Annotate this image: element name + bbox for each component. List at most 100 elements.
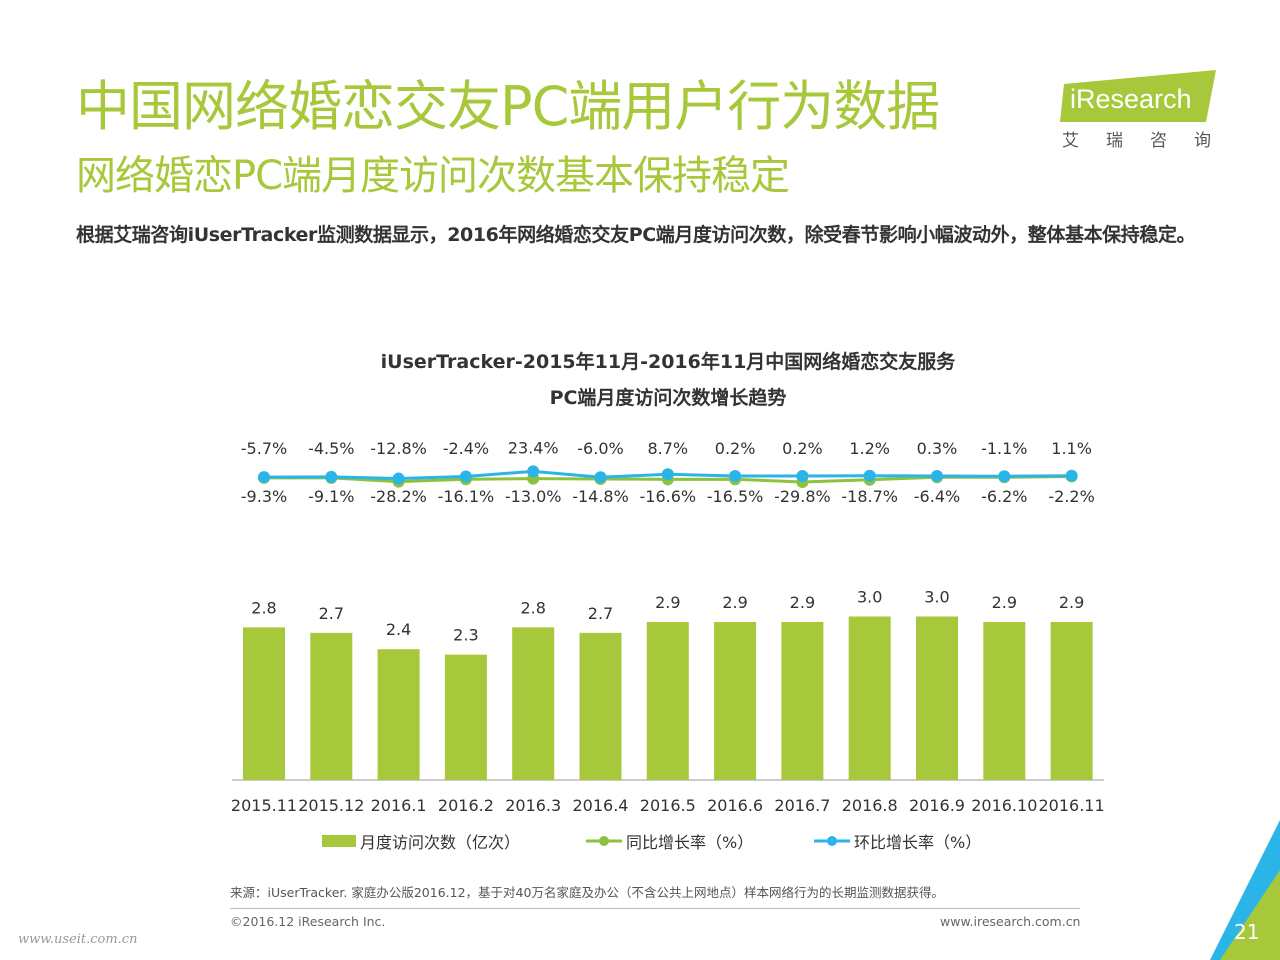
corner-decoration [1210, 820, 1280, 960]
bar-label-2016.11: 2.9 [1059, 593, 1084, 612]
bar-2016.1 [377, 649, 420, 780]
mom-point-2016.3 [527, 465, 540, 478]
yoy-label-2016.9: -6.4% [914, 487, 960, 506]
bar-2015.11 [243, 627, 285, 780]
yoy-label-2015.12: -9.1% [308, 487, 354, 506]
mom-label-2015.11: -5.7% [241, 439, 287, 458]
yoy-label-2016.11: -2.2% [1048, 487, 1094, 506]
mom-point-2016.8 [863, 469, 876, 482]
mom-point-2016.6 [729, 469, 742, 482]
x-tick-2016.10: 2016.10 [971, 796, 1037, 815]
bar-label-2016.9: 3.0 [924, 588, 949, 607]
page-number: 21 [1234, 920, 1260, 944]
bar-2016.9 [916, 616, 958, 780]
x-tick-2016.9: 2016.9 [909, 796, 965, 815]
bar-label-2016.1: 2.4 [386, 620, 411, 639]
mom-point-2016.5 [661, 468, 674, 481]
mom-label-2016.7: 0.2% [782, 439, 823, 458]
bar-2016.11 [1050, 621, 1093, 780]
yoy-label-2016.6: -16.5% [707, 487, 764, 506]
copyright: ©2016.12 iResearch Inc. [230, 914, 386, 929]
bar-2016.3 [512, 627, 555, 780]
bar-label-2016.7: 2.9 [790, 593, 815, 612]
mom-label-2015.12: -4.5% [308, 439, 354, 458]
mom-point-2016.4 [594, 471, 607, 484]
legend-label-bar: 月度访问次数（亿次） [360, 833, 520, 852]
legend-marker-yoy [599, 836, 609, 846]
chart-title-line2: PC端月度访问次数增长趋势 [550, 386, 787, 409]
yoy-label-2016.4: -14.8% [572, 487, 629, 506]
bar-2016.6 [714, 621, 757, 780]
x-tick-2016.4: 2016.4 [573, 796, 629, 815]
bar-label-2016.6: 2.9 [722, 593, 747, 612]
legend-swatch-bar [322, 835, 356, 847]
mom-label-2016.4: -6.0% [577, 439, 623, 458]
page-title: 中国网络婚恋交友PC端用户行为数据 [76, 75, 940, 138]
yoy-label-2016.10: -6.2% [981, 487, 1027, 506]
yoy-label-2016.1: -28.2% [370, 487, 427, 506]
bar-2015.12 [310, 632, 353, 780]
x-tick-2015.11: 2015.11 [231, 796, 297, 815]
yoy-label-2016.3: -13.0% [505, 487, 562, 506]
mom-label-2016.6: 0.2% [715, 439, 756, 458]
yoy-label-2016.7: -29.8% [774, 487, 831, 506]
logo-brand: iResearch [1070, 84, 1192, 114]
x-tick-2016.8: 2016.8 [842, 796, 898, 815]
mom-point-2016.7 [796, 469, 809, 482]
legend-marker-mom [827, 836, 837, 846]
iresearch-logo: iResearch [1056, 68, 1220, 124]
page-subtitle: 网络婚恋PC端月度访问次数基本保持稳定 [76, 153, 790, 199]
bar-label-2016.5: 2.9 [655, 593, 680, 612]
x-tick-2016.5: 2016.5 [640, 796, 696, 815]
logo-chinese: 艾瑞咨询 [1062, 131, 1238, 151]
x-tick-2016.6: 2016.6 [707, 796, 763, 815]
mom-point-2016.1 [392, 472, 405, 485]
x-tick-2015.12: 2015.12 [298, 796, 364, 815]
mom-label-2016.8: 1.2% [849, 439, 890, 458]
yoy-label-2016.5: -16.6% [639, 487, 696, 506]
yoy-label-2015.11: -9.3% [241, 487, 287, 506]
bar-2016.8 [848, 616, 891, 780]
mom-point-2016.2 [459, 470, 472, 483]
mom-point-2015.12 [325, 470, 338, 483]
bar-2016.2 [444, 654, 487, 780]
watermark: www.useit.com.cn [18, 932, 138, 947]
legend-label-mom: 环比增长率（%） [854, 833, 981, 852]
x-tick-2016.3: 2016.3 [505, 796, 561, 815]
legend-label-yoy: 同比增长率（%） [626, 833, 753, 852]
footer-divider [230, 908, 1080, 909]
mom-label-2016.10: -1.1% [981, 439, 1027, 458]
mom-label-2016.5: 8.7% [647, 439, 688, 458]
bar-2016.4 [579, 632, 622, 780]
bar-2016.7 [781, 621, 824, 780]
source-note: 来源：iUserTracker. 家庭办公版2016.12，基于对40万名家庭及… [230, 885, 944, 900]
bar-2016.10 [983, 621, 1026, 780]
mom-label-2016.1: -12.8% [370, 439, 427, 458]
mom-label-2016.9: 0.3% [917, 439, 958, 458]
mom-point-2016.11 [1065, 469, 1078, 482]
x-tick-2016.11: 2016.11 [1039, 796, 1105, 815]
mom-point-2016.10 [998, 470, 1011, 483]
mom-point-2016.9 [931, 469, 943, 482]
mom-point-2015.11 [258, 471, 270, 484]
legend: 月度访问次数（亿次） 同比增长率（%） 环比增长率（%） [322, 833, 981, 852]
bar-label-2015.11: 2.8 [251, 598, 276, 617]
x-tick-2016.2: 2016.2 [438, 796, 494, 815]
x-tick-2016.1: 2016.1 [371, 796, 427, 815]
bar-label-2016.8: 3.0 [857, 588, 882, 607]
yoy-label-2016.8: -18.7% [841, 487, 898, 506]
x-tick-2016.7: 2016.7 [774, 796, 830, 815]
chart: iUserTracker-2015年11月-2016年11月中国网络婚恋交友服务… [231, 350, 1105, 852]
intro-text: 根据艾瑞咨询iUserTracker监测数据显示，2016年网络婚恋交友PC端月… [76, 224, 1196, 246]
yoy-label-2016.2: -16.1% [438, 487, 495, 506]
mom-label-2016.3: 23.4% [508, 438, 559, 457]
bar-label-2016.2: 2.3 [453, 626, 478, 645]
bar-label-2016.3: 2.8 [520, 598, 545, 617]
website-url: www.iresearch.com.cn [940, 914, 1081, 929]
mom-label-2016.2: -2.4% [443, 439, 489, 458]
chart-title-line1: iUserTracker-2015年11月-2016年11月中国网络婚恋交友服务 [381, 350, 957, 373]
bar-2016.5 [646, 621, 689, 780]
bar-label-2016.10: 2.9 [992, 593, 1017, 612]
bar-label-2015.12: 2.7 [319, 604, 344, 623]
mom-label-2016.11: 1.1% [1051, 439, 1092, 458]
